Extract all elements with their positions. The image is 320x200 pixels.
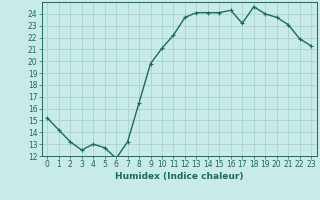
X-axis label: Humidex (Indice chaleur): Humidex (Indice chaleur) [115,172,244,181]
